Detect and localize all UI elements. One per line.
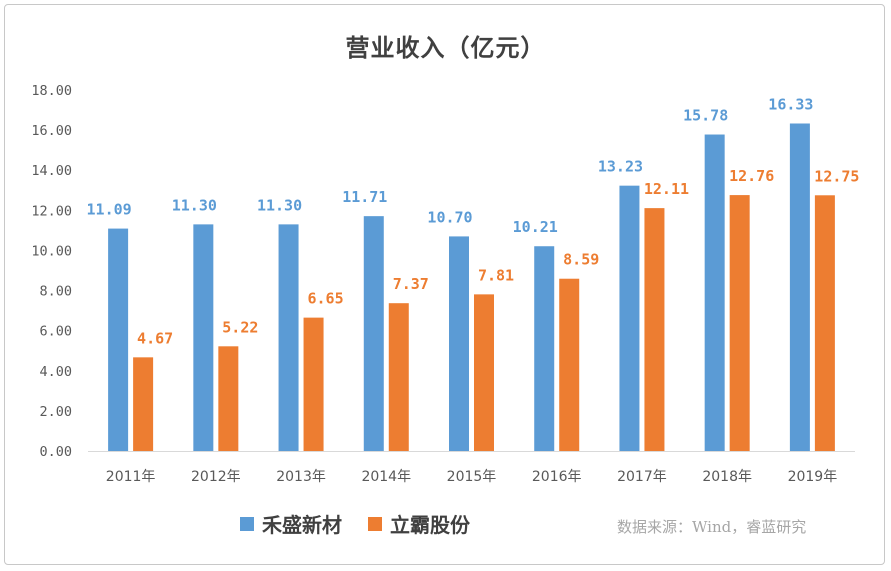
data-label-series-1: 10.70: [427, 208, 472, 226]
x-tick-label: 2013年: [276, 469, 326, 485]
data-label-series-2: 7.37: [393, 275, 429, 293]
bar-series-2: [644, 208, 665, 451]
y-tick-label: 2.00: [39, 404, 72, 420]
data-label-series-1: 13.23: [598, 158, 643, 176]
y-tick-label: 8.00: [39, 284, 72, 300]
legend-item-series-2: 立霸股份: [368, 509, 470, 538]
bar-series-1: [534, 246, 555, 451]
x-tick-label: 2012年: [191, 469, 241, 485]
bar-series-1: [108, 228, 129, 451]
bar-series-2: [559, 278, 580, 451]
data-label-series-1: 11.30: [172, 196, 217, 214]
bar-series-1: [619, 185, 640, 452]
data-label-series-2: 8.59: [563, 251, 599, 269]
data-label-series-1: 15.78: [683, 107, 728, 125]
y-tick-label: 14.00: [31, 163, 72, 179]
legend-item-series-1: 禾盛新材: [240, 509, 342, 538]
x-tick-label: 2017年: [617, 469, 667, 485]
chart-title: 营业收入（亿元）: [345, 34, 546, 62]
data-label-series-1: 11.30: [257, 196, 302, 214]
legend-swatch-series-1: [240, 516, 254, 531]
legend-label-series-2: 立霸股份: [390, 513, 470, 537]
legend-label-series-1: 禾盛新材: [262, 513, 342, 537]
data-label-series-1: 10.21: [513, 218, 558, 236]
data-label-series-2: 7.81: [478, 266, 514, 284]
x-tick-label: 2015年: [447, 469, 497, 485]
bar-series-1: [363, 216, 384, 451]
data-label-series-1: 16.33: [768, 95, 813, 113]
data-label-series-2: 12.76: [729, 167, 774, 185]
y-tick-label: 12.00: [31, 203, 72, 219]
data-label-series-2: 4.67: [137, 329, 173, 347]
bar-series-2: [388, 303, 409, 451]
y-tick-label: 10.00: [31, 243, 72, 259]
bar-series-1: [278, 224, 299, 451]
data-label-series-2: 6.65: [307, 290, 343, 308]
x-tick-label: 2018年: [702, 469, 752, 485]
bar-series-1: [704, 134, 725, 452]
source-note: 数据来源：Wind，睿蓝研究: [617, 518, 807, 536]
legend: 禾盛新材 立霸股份: [240, 509, 470, 538]
y-tick-label: 16.00: [31, 123, 72, 139]
y-tick-label: 18.00: [31, 83, 72, 99]
bar-series-2: [218, 346, 239, 451]
legend-swatch-series-2: [368, 516, 382, 531]
bar-series-2: [133, 357, 154, 451]
data-label-series-1: 11.09: [87, 201, 132, 219]
y-tick-label: 4.00: [39, 364, 72, 380]
x-tick-label: 2011年: [106, 469, 156, 485]
bar-series-1: [193, 224, 214, 451]
data-label-series-2: 12.11: [644, 180, 689, 198]
x-tick-label: 2019年: [788, 469, 838, 485]
bar-series-2: [303, 317, 324, 451]
data-label-series-2: 12.75: [814, 167, 859, 185]
bar-series-2: [474, 294, 494, 451]
y-tick-label: 6.00: [39, 324, 72, 340]
bar-series-1: [789, 123, 810, 452]
data-label-series-2: 5.22: [222, 318, 258, 336]
x-tick-label: 2014年: [361, 469, 411, 485]
bar-series-2: [729, 195, 750, 451]
bar-series-2: [814, 195, 835, 451]
bar-series-1: [449, 236, 469, 451]
data-label-series-1: 11.71: [342, 188, 387, 206]
x-tick-label: 2016年: [532, 469, 582, 485]
y-tick-label: 0.00: [39, 444, 72, 460]
